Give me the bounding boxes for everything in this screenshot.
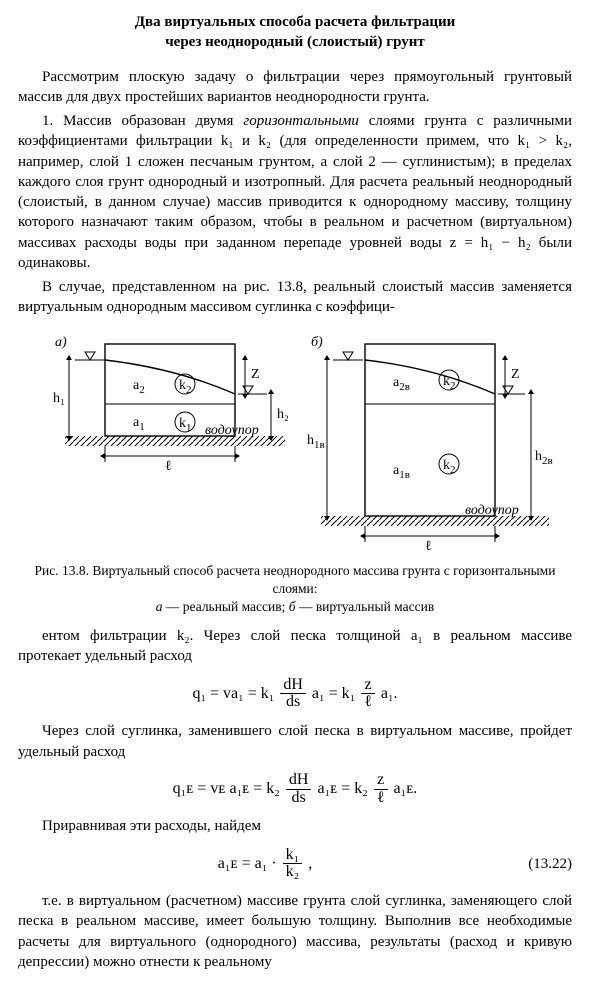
title-line1: Два виртуальных способа расчета фильтрац… — [135, 14, 456, 30]
svg-text:водоупор: водоупор — [205, 423, 259, 438]
para-1: Рассмотрим плоскую задачу о фильтрации ч… — [18, 67, 572, 108]
svg-text:h2в: h2в — [535, 449, 553, 467]
para-4: ентом фильтрации k₂. Через слой песка то… — [18, 626, 572, 667]
svg-text:Z: Z — [511, 367, 520, 382]
title-line2: через неоднородный (слоистый) грунт — [165, 34, 425, 50]
svg-text:h₂: h₂ — [277, 407, 289, 422]
equation-number: (13.22) — [512, 854, 572, 874]
figure-caption: Рис. 13.8. Виртуальный способ расчета не… — [18, 562, 572, 617]
figure-13-8: а) a2 a1 k2 k1 Z h₁ h₂ — [18, 326, 572, 556]
svg-text:ℓ: ℓ — [165, 459, 172, 474]
para-5: Через слой суглинка, заменившего слой пе… — [18, 721, 572, 762]
svg-text:ℓ: ℓ — [425, 539, 432, 554]
svg-text:водоупор: водоупор — [465, 503, 519, 518]
equation-13-22: a₁ᴇ = a₁ · k₁k₂ , (13.22) — [18, 847, 572, 882]
svg-text:Z: Z — [251, 367, 260, 382]
page-title: Два виртуальных способа расчета фильтрац… — [18, 12, 572, 53]
fig-tag-a: а) — [55, 335, 67, 350]
para-2: 1. Массив образован двумя горизонтальным… — [18, 111, 572, 273]
svg-text:h₁: h₁ — [53, 391, 65, 406]
svg-text:a1в: a1в — [393, 463, 410, 481]
svg-text:a2: a2 — [133, 378, 145, 396]
para-7: т.е. в виртуальном (расчетном) массиве г… — [18, 891, 572, 972]
svg-text:a2в: a2в — [393, 375, 410, 393]
equation-q1v: q₁ᴇ = vᴇ a₁ᴇ = k₂ dHds a₁ᴇ = k₂ zℓ a₁ᴇ. — [18, 772, 572, 807]
para-3: В случае, представленном на рис. 13.8, р… — [18, 277, 572, 318]
equation-q1: q₁ = va₁ = k₁ dHds a₁ = k₁ zℓ a₁. — [18, 677, 572, 712]
svg-text:h1в: h1в — [307, 433, 325, 451]
svg-text:a1: a1 — [133, 415, 145, 433]
para-6: Приравнивая эти расходы, найдем — [18, 816, 572, 836]
fig-tag-b: б) — [311, 335, 323, 350]
